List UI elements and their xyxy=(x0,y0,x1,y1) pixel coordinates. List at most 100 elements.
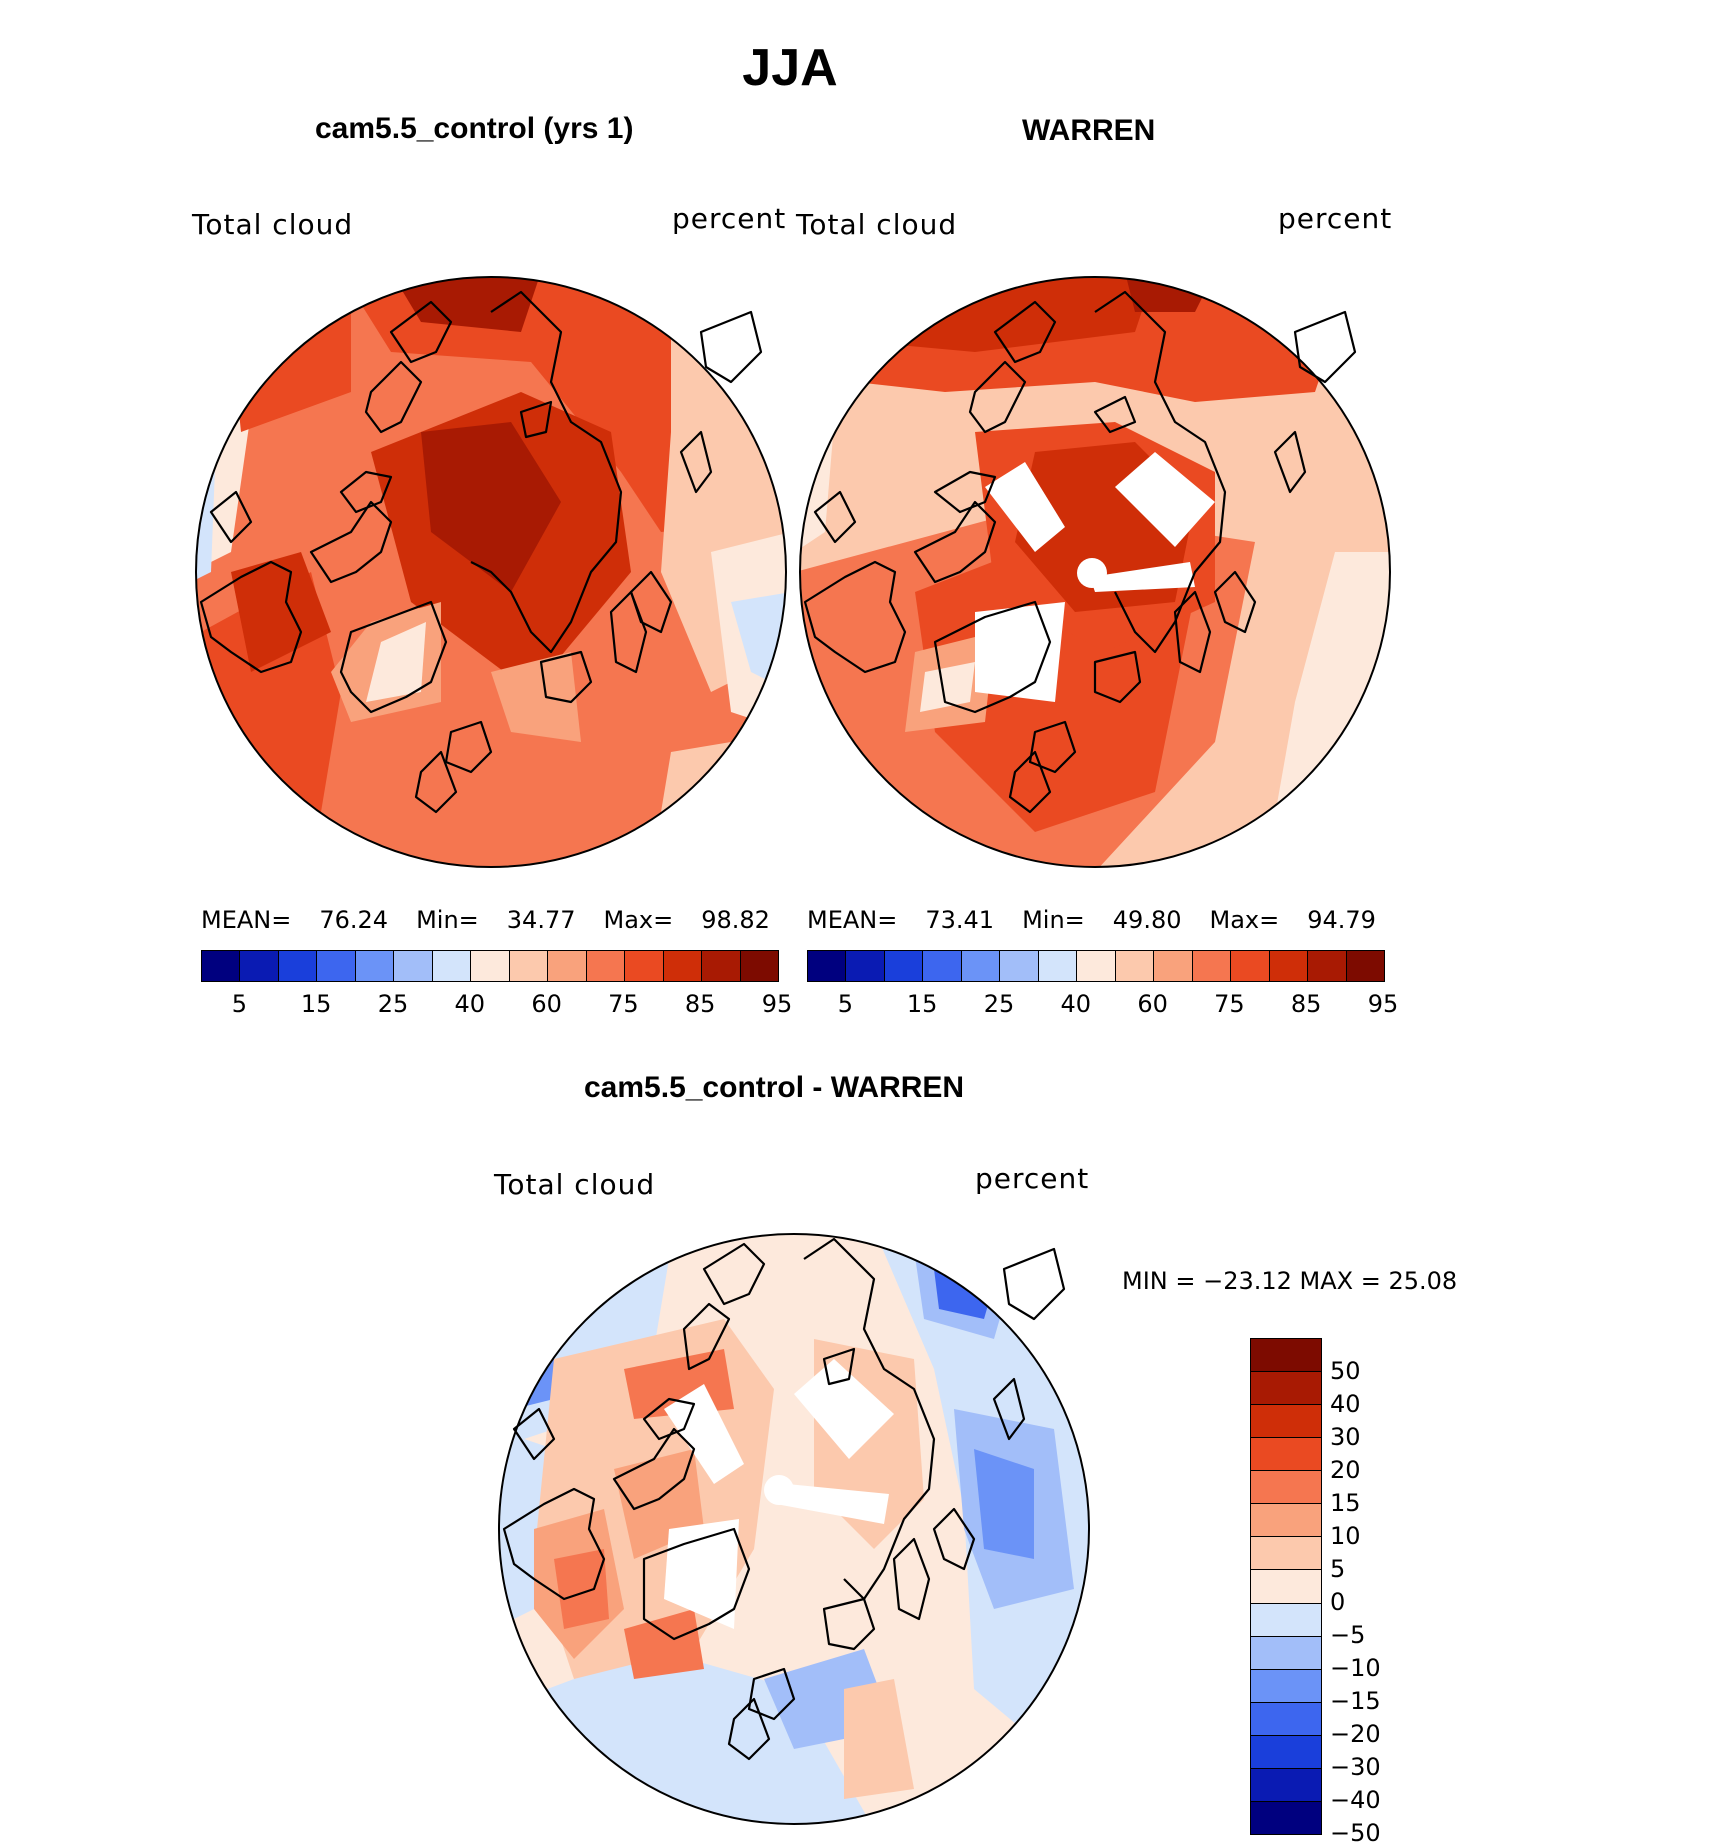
stat-min-label: Min= xyxy=(1022,906,1085,934)
colorbar-tick-label: −40 xyxy=(1330,1786,1381,1814)
polar-map-diff xyxy=(498,1233,1090,1825)
colorbar-swatch xyxy=(808,951,847,981)
polar-map-model xyxy=(195,276,787,868)
colorbar-swatch xyxy=(432,951,472,981)
colorbar-swatch xyxy=(394,951,433,981)
colorbar-tick-label: 5 xyxy=(231,990,248,1018)
colorbar-tick-label: −15 xyxy=(1330,1687,1381,1715)
variable-label-obs: Total cloud xyxy=(796,208,958,241)
colorbar-tick-label: 5 xyxy=(837,990,854,1018)
variable-label-model: Total cloud xyxy=(192,208,354,241)
stat-max-value: 94.79 xyxy=(1307,906,1376,934)
colorbar-tick-label: 50 xyxy=(1330,1357,1361,1385)
colorbar-tick-label: 85 xyxy=(684,990,716,1018)
colorbar-tick-label: 0 xyxy=(1330,1588,1346,1616)
polar-map-obs xyxy=(799,276,1391,868)
colorbar-swatch xyxy=(1308,951,1347,981)
colorbar-diff-ticks: 50 40 30 20 15 10 5 0 −5 −10 −15 −20 −30 −40 −50 xyxy=(1330,1338,1420,1847)
colorbar-swatch xyxy=(1269,951,1309,981)
stat-min-label: Min= xyxy=(416,906,479,934)
colorbar-swatch xyxy=(1251,1405,1321,1439)
colorbar-tick-label: 30 xyxy=(1330,1423,1361,1451)
colorbar-swatch xyxy=(1077,951,1116,981)
colorbar-swatch xyxy=(1154,951,1193,981)
colorbar-swatch xyxy=(509,951,549,981)
colorbar-swatch xyxy=(1251,1669,1321,1703)
stats-model: MEAN= 76.24 Min= 34.77 Max= 98.82 xyxy=(201,906,770,934)
colorbar-swatch xyxy=(317,951,356,981)
panel-title-obs: WARREN xyxy=(1022,114,1156,147)
colorbar-swatch xyxy=(1251,1801,1321,1834)
colorbar-tick-label: 75 xyxy=(1214,990,1245,1018)
colorbar-swatch xyxy=(923,951,962,981)
colorbar-swatch xyxy=(1115,951,1155,981)
colorbar-swatch xyxy=(625,951,664,981)
panel-title-diff: cam5.5_control - WARREN xyxy=(584,1071,965,1104)
units-label-diff: percent xyxy=(975,1162,1090,1195)
colorbar-tick-label: −20 xyxy=(1330,1720,1381,1748)
colorbar-swatch xyxy=(1192,951,1232,981)
stat-mean-label: MEAN= xyxy=(201,906,292,934)
colorbar-tick-label: 40 xyxy=(454,990,486,1018)
colorbar-swatch xyxy=(1000,951,1039,981)
colorbar-swatch xyxy=(1346,951,1385,981)
colorbar-swatch xyxy=(1251,1438,1321,1472)
colorbar-swatch xyxy=(1251,1636,1321,1670)
stats-obs: MEAN= 73.41 Min= 49.80 Max= 94.79 xyxy=(807,906,1376,934)
colorbar-swatch xyxy=(1251,1768,1321,1802)
colorbar-swatch xyxy=(884,951,924,981)
colorbar-swatch xyxy=(1038,951,1078,981)
colorbar-tick-label: −5 xyxy=(1330,1621,1366,1649)
stat-mean-value: 76.24 xyxy=(319,906,389,934)
colorbar-swatch xyxy=(1251,1603,1321,1637)
colorbar-tick-label: 15 xyxy=(906,990,938,1018)
colorbar-obs xyxy=(807,950,1385,982)
stat-min-value: 49.80 xyxy=(1112,906,1182,934)
colorbar-swatch xyxy=(846,951,885,981)
colorbar-tick-label: 40 xyxy=(1060,990,1092,1018)
colorbar-tick-label: 95 xyxy=(761,990,793,1018)
colorbar-swatch xyxy=(1251,1471,1321,1505)
colorbar-tick-label: 20 xyxy=(1330,1456,1361,1484)
colorbar-swatch xyxy=(278,951,318,981)
colorbar-tick-label: 40 xyxy=(1330,1390,1361,1418)
colorbar-tick-label: 85 xyxy=(1290,990,1322,1018)
stat-max-label: Max= xyxy=(1209,906,1280,934)
colorbar-tick-label: 75 xyxy=(608,990,639,1018)
variable-label-diff: Total cloud xyxy=(494,1168,656,1201)
colorbar-tick-label: 15 xyxy=(1330,1489,1361,1517)
colorbar-obs-ticks: 5 15 25 40 60 75 85 95 xyxy=(807,990,1399,1020)
stat-min-value: 34.77 xyxy=(506,906,576,934)
colorbar-swatch xyxy=(1251,1339,1321,1373)
colorbar-swatch xyxy=(702,951,741,981)
colorbar-model xyxy=(201,950,779,982)
colorbar-swatch xyxy=(1251,1570,1321,1604)
colorbar-model-ticks: 5 15 25 40 60 75 85 95 xyxy=(201,990,793,1020)
colorbar-swatch xyxy=(1251,1504,1321,1538)
stat-mean-label: MEAN= xyxy=(807,906,898,934)
colorbar-tick-label: −30 xyxy=(1330,1753,1381,1781)
colorbar-tick-label: 5 xyxy=(1330,1555,1346,1583)
stat-max-label: Max= xyxy=(603,906,674,934)
colorbar-swatch xyxy=(548,951,587,981)
colorbar-tick-label: 25 xyxy=(983,990,1015,1018)
colorbar-tick-label: 15 xyxy=(300,990,332,1018)
colorbar-tick-label: 10 xyxy=(1330,1522,1361,1550)
colorbar-swatch xyxy=(740,951,779,981)
panel-title-model: cam5.5_control (yrs 1) xyxy=(315,112,634,145)
colorbar-swatch xyxy=(1251,1735,1321,1769)
colorbar-tick-label: 60 xyxy=(531,990,562,1018)
figure-title: JJA xyxy=(742,39,838,97)
colorbar-swatch xyxy=(961,951,1001,981)
colorbar-swatch xyxy=(1251,1372,1321,1406)
colorbar-swatch xyxy=(663,951,703,981)
colorbar-swatch xyxy=(202,951,241,981)
stat-mean-value: 73.41 xyxy=(925,906,995,934)
colorbar-tick-label: 25 xyxy=(377,990,409,1018)
units-label-model: percent xyxy=(672,202,787,235)
units-label-obs: percent xyxy=(1278,202,1393,235)
colorbar-swatch xyxy=(1251,1702,1321,1736)
colorbar-swatch xyxy=(240,951,279,981)
stat-max-value: 98.82 xyxy=(701,906,770,934)
colorbar-swatch xyxy=(1251,1537,1321,1571)
